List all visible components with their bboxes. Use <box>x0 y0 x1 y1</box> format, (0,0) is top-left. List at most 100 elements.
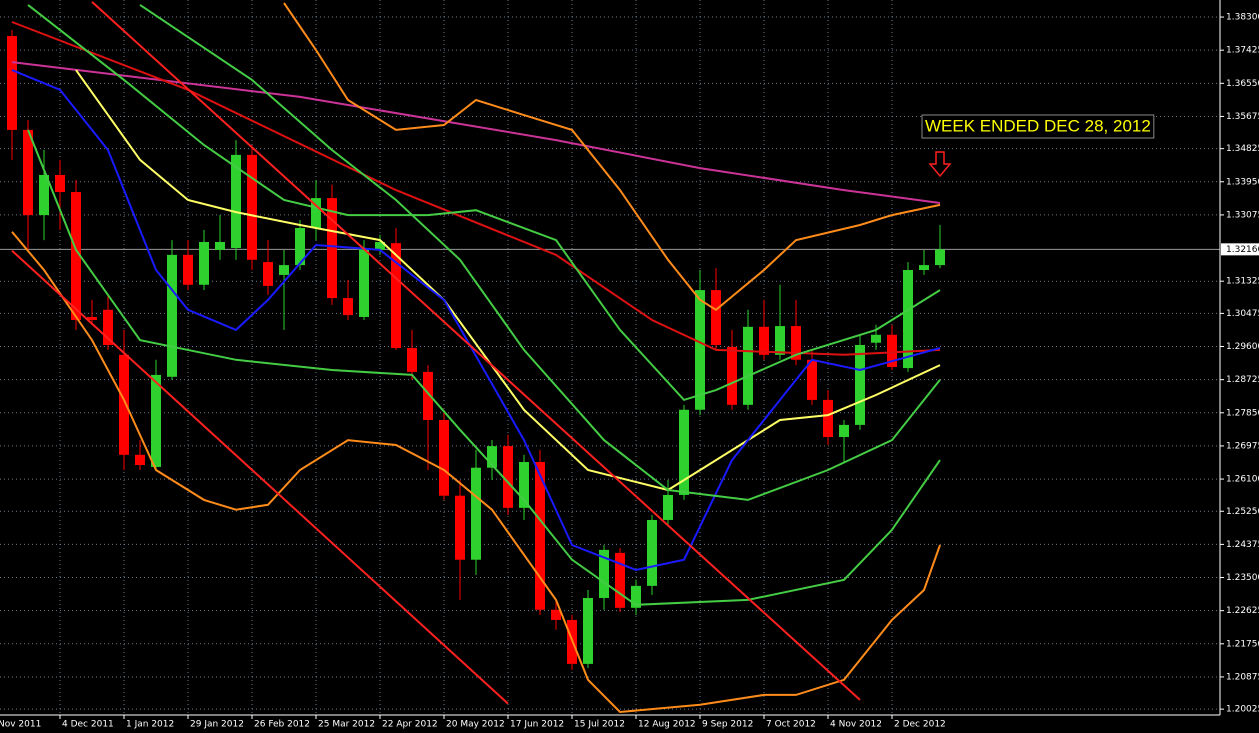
x-tick-label: 2 Dec 2012 <box>894 720 946 730</box>
indicator-line <box>11 231 941 714</box>
indicator-line <box>283 2 941 312</box>
candle-body <box>39 174 49 216</box>
candle-body <box>871 334 881 343</box>
candle-body <box>263 262 273 286</box>
candle-body <box>407 348 417 372</box>
candle-body <box>375 241 385 250</box>
indicator-line <box>11 61 941 204</box>
candle-body <box>823 399 833 438</box>
y-tick-label: 1.26100 <box>1226 475 1259 485</box>
x-tick-label: Nov 2011 <box>0 720 41 730</box>
candle-body <box>55 174 65 193</box>
candle-body <box>887 334 897 367</box>
y-tick-label: 1.33075 <box>1226 210 1259 220</box>
candle-body <box>103 309 113 346</box>
candle-body <box>679 409 689 495</box>
y-tick-label: 1.21750 <box>1226 639 1259 649</box>
y-tick-label: 1.37425 <box>1226 46 1259 56</box>
candle-body <box>439 419 449 496</box>
candle-body <box>295 227 305 266</box>
indicator-line <box>27 4 941 402</box>
candle-body <box>791 326 801 360</box>
annotation: WEEK ENDED DEC 28, 2012 <box>921 114 1155 178</box>
y-tick-label: 1.24375 <box>1226 540 1259 550</box>
candle-body <box>711 290 721 346</box>
y-tick-label: 1.30475 <box>1226 309 1259 319</box>
x-tick-label: 4 Nov 2012 <box>830 720 882 730</box>
current-price-box <box>1221 243 1259 256</box>
candle-body <box>759 326 769 355</box>
current-price-label: 1.32166 <box>1226 245 1259 255</box>
candle-body <box>839 424 849 438</box>
candle-body <box>311 198 321 228</box>
annotation-arrow <box>928 151 952 178</box>
x-tick-label: 4 Dec 2011 <box>62 720 114 730</box>
x-tick-label: 12 Aug 2012 <box>638 720 696 730</box>
indicator-line <box>11 21 941 356</box>
candle-body <box>695 290 705 410</box>
candle-body <box>855 345 865 425</box>
candle-body <box>391 243 401 349</box>
candle-body <box>231 154 241 249</box>
candle-body <box>647 519 657 586</box>
candle-body <box>71 192 81 321</box>
candle-body <box>167 254 177 377</box>
x-tick-label: 7 Oct 2012 <box>766 720 816 730</box>
candle-body <box>119 354 129 455</box>
y-tick-label: 1.36550 <box>1226 79 1259 89</box>
candle-body <box>7 35 17 130</box>
y-tick-label: 1.28725 <box>1226 375 1259 385</box>
y-tick-label: 1.23500 <box>1226 573 1259 583</box>
candle-body <box>551 609 561 620</box>
candle-body <box>919 265 929 271</box>
candle-body <box>87 316 97 321</box>
y-tick-label: 1.26975 <box>1226 441 1259 451</box>
y-tick-label: 1.20875 <box>1226 672 1259 682</box>
y-tick-label: 1.25250 <box>1226 507 1259 517</box>
x-tick-label: 1 Jan 2012 <box>126 720 174 730</box>
candle-body <box>903 270 913 369</box>
candle-body <box>663 494 673 520</box>
plot-area <box>7 1 945 714</box>
candle-body <box>807 359 817 400</box>
x-tick-label: 26 Feb 2012 <box>254 720 310 730</box>
indicator-line <box>11 69 941 572</box>
candle-body <box>327 198 337 299</box>
candle-body <box>743 326 753 405</box>
y-tick-label: 1.34825 <box>1226 144 1259 154</box>
x-tick-label: 25 Mar 2012 <box>318 720 375 730</box>
candle-body <box>583 597 593 664</box>
candle-body <box>615 552 625 608</box>
candle-body <box>359 248 369 317</box>
candle-body <box>487 446 497 468</box>
candle-body <box>343 298 353 316</box>
candle-body <box>247 154 257 260</box>
candle-body <box>455 495 465 560</box>
y-tick-label: 1.27850 <box>1226 408 1259 418</box>
candle-body <box>519 462 529 508</box>
annotation-box <box>921 114 1155 139</box>
x-tick-label: 20 May 2012 <box>446 720 505 730</box>
indicator-line <box>27 129 941 606</box>
candle-body <box>775 326 785 355</box>
annotation-text: WEEK ENDED DEC 28, 2012 <box>925 116 1151 135</box>
candle-body <box>279 265 289 275</box>
y-tick-label: 1.38300 <box>1226 13 1259 23</box>
candle-body <box>503 446 513 508</box>
candle-body <box>631 585 641 608</box>
y-tick-label: 1.31325 <box>1226 277 1259 287</box>
candle-body <box>471 467 481 560</box>
candle-body <box>151 374 161 467</box>
x-tick-label: 9 Sep 2012 <box>702 720 753 730</box>
indicator-line <box>139 4 941 501</box>
candle-body <box>935 249 945 266</box>
x-tick-label: 29 Jan 2012 <box>190 720 244 730</box>
y-tick-label: 1.35675 <box>1226 112 1259 122</box>
candle-body <box>423 371 433 420</box>
y-tick-label: 1.33950 <box>1226 177 1259 187</box>
indicator-line <box>75 69 941 492</box>
